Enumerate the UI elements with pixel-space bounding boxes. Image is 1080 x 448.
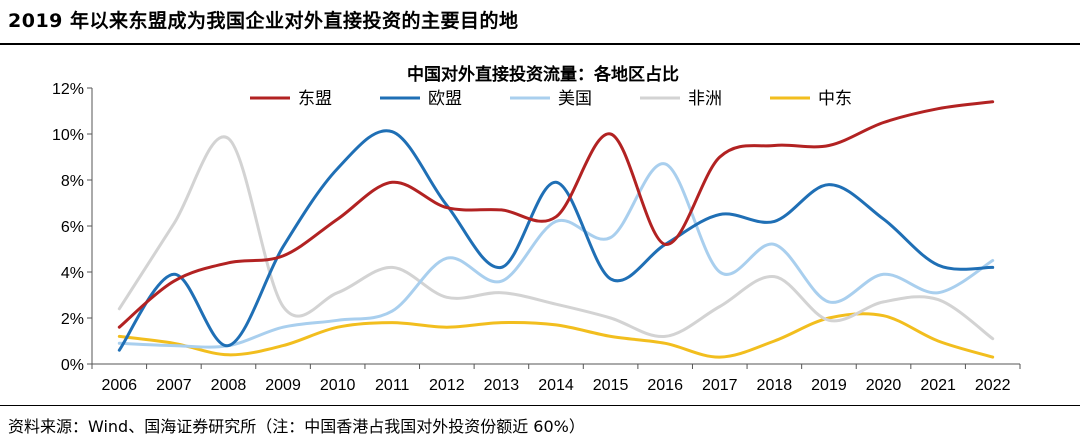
- y-tick-label: 10%: [52, 127, 84, 144]
- legend-label: 东盟: [298, 89, 332, 109]
- series-line: [117, 312, 995, 359]
- y-tick-label: 2%: [61, 311, 84, 328]
- chart-title: 中国对外直接投资流量：各地区占比: [407, 64, 679, 85]
- source-note: 资料来源：Wind、国海证券研究所（注：中国香港占我国对外投资份额近 60%）: [8, 417, 585, 436]
- x-tick-label: 2021: [920, 377, 956, 394]
- legend: 东盟 欧盟 美国 非洲 中东: [250, 89, 852, 109]
- legend-label: 美国: [558, 89, 592, 109]
- series-line: [117, 162, 995, 349]
- y-tick-label: 12%: [52, 81, 84, 98]
- y-tick-label: 6%: [61, 219, 84, 236]
- x-tick-label: 2022: [975, 377, 1011, 394]
- y-axis: 0% 2% 4% 6% 8% 10% 12%: [52, 81, 93, 374]
- x-tick-label: 2014: [538, 377, 574, 394]
- x-tick-label: 2011: [375, 377, 410, 394]
- bottom-rule: [0, 405, 1080, 406]
- x-axis: 2006 2007 2008 2009 2010 2011 2012 2013 2014 2015…: [91, 363, 1021, 394]
- figure-title: 2019 年以来东盟成为我国企业对外直接投资的主要目的地: [8, 10, 519, 32]
- x-tick-label: 2015: [593, 377, 629, 394]
- x-tick-label: 2017: [702, 377, 738, 394]
- x-tick-label: 2009: [265, 377, 301, 394]
- x-tick-label: 2012: [429, 377, 465, 394]
- legend-label: 欧盟: [428, 89, 462, 109]
- x-tick-label: 2010: [320, 377, 356, 394]
- plot-area: [117, 100, 995, 359]
- legend-label: 中东: [818, 89, 852, 109]
- y-tick-label: 8%: [61, 173, 84, 190]
- x-tick-label: 2008: [211, 377, 247, 394]
- top-rule: [0, 43, 1080, 45]
- x-tick-label: 2013: [484, 377, 520, 394]
- legend-label: 非洲: [688, 89, 722, 109]
- x-tick-label: 2019: [811, 377, 847, 394]
- x-tick-label: 2018: [757, 377, 793, 394]
- x-tick-label: 2016: [647, 377, 683, 394]
- series-line: [117, 100, 995, 329]
- x-tick-label: 2006: [101, 377, 137, 394]
- y-tick-label: 0%: [61, 357, 84, 374]
- x-tick-label: 2007: [156, 377, 192, 394]
- line-chart: 中国对外直接投资流量：各地区占比 东盟 欧盟 美国 非洲 中东 0% 2% 4% 6% 8% 10…: [52, 64, 1021, 394]
- y-tick-label: 4%: [61, 265, 84, 282]
- series-line: [117, 129, 995, 352]
- series-line: [117, 135, 995, 341]
- x-tick-label: 2020: [866, 377, 902, 394]
